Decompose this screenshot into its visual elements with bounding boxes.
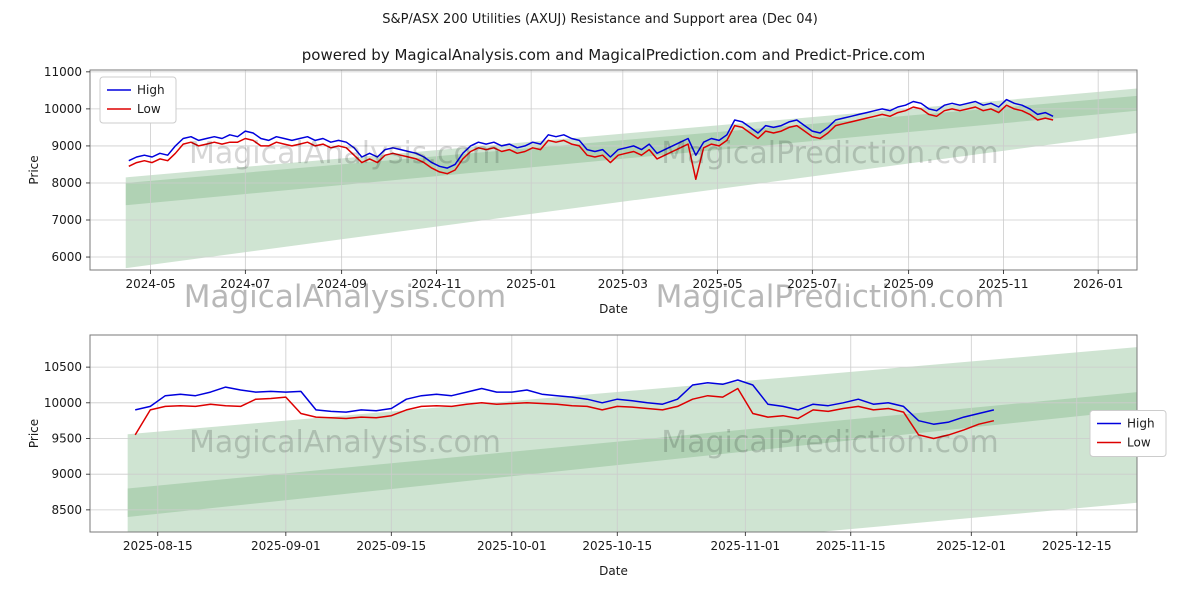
x-tick-label: 2024-07 <box>220 277 270 291</box>
y-tick-label: 10000 <box>44 102 82 116</box>
legend-high-label: High <box>137 83 165 97</box>
x-tick-label: 2025-07 <box>787 277 837 291</box>
x-tick-label: 2025-03 <box>598 277 648 291</box>
legend <box>1089 410 1167 457</box>
legend-low-label: Low <box>137 102 161 116</box>
x-tick-label: 2025-05 <box>693 277 743 291</box>
low-line <box>134 387 995 440</box>
y-axis-label: Price <box>27 155 41 184</box>
x-tick-label: 2025-08-15 <box>123 539 193 553</box>
plot-border <box>89 69 1138 271</box>
x-tick-label: 2025-11-15 <box>816 539 886 553</box>
bottom-chart: 2025-08-15 2025-09-01 2025-09-15 2025-10-01… <box>27 334 1167 578</box>
low-line <box>128 104 1054 181</box>
y-tick-label: 9000 <box>51 467 82 481</box>
y-tick-label: 10000 <box>44 396 82 410</box>
x-tick-label: 2025-10-01 <box>477 539 547 553</box>
y-tick-label: 7000 <box>51 213 82 227</box>
x-tick-label: 2025-09-15 <box>356 539 426 553</box>
x-tick-label: 2024-09 <box>317 277 367 291</box>
x-tick-label: 2024-05 <box>126 277 176 291</box>
support-resistance-band <box>127 392 1137 532</box>
high-line <box>135 379 995 425</box>
y-tick-label: 6000 <box>51 250 82 264</box>
top-chart: 2024-05 2024-07 2024-09 2024-11 2025-01 2025-… <box>27 65 1138 316</box>
x-tick-label: 2024-11 <box>411 277 461 291</box>
x-tick-label: 2025-01 <box>506 277 556 291</box>
y-tick-label: 10500 <box>44 360 82 374</box>
y-tick-label: 8500 <box>51 503 82 517</box>
x-tick-label: 2025-12-01 <box>936 539 1006 553</box>
x-tick-label: 2026-01 <box>1073 277 1123 291</box>
high-line <box>128 98 1054 169</box>
x-tick-label: 2025-09 <box>884 277 934 291</box>
y-axis-label: Price <box>27 419 41 448</box>
legend-high-label: High <box>1127 417 1155 431</box>
figure-title: S&P/ASX 200 Utilities (AXUJ) Resistance … <box>382 12 818 27</box>
powered-by-subtitle: powered by MagicalAnalysis.com and Magic… <box>301 46 926 64</box>
x-tick-label: 2025-11 <box>978 277 1028 291</box>
x-axis-label: Date <box>599 564 628 578</box>
x-axis-label: Date <box>599 302 628 316</box>
y-tick-label: 11000 <box>44 65 82 79</box>
legend <box>99 76 177 124</box>
y-tick-label: 9500 <box>51 431 82 445</box>
y-tick-label: 8000 <box>51 176 82 190</box>
legend-low-label: Low <box>1127 436 1151 450</box>
support-resistance-band <box>125 95 1137 269</box>
x-tick-label: 2025-12-15 <box>1042 539 1112 553</box>
x-tick-label: 2025-09-01 <box>251 539 321 553</box>
x-tick-label: 2025-10-15 <box>582 539 652 553</box>
y-tick-label: 9000 <box>51 139 82 153</box>
x-tick-label: 2025-11-01 <box>710 539 780 553</box>
